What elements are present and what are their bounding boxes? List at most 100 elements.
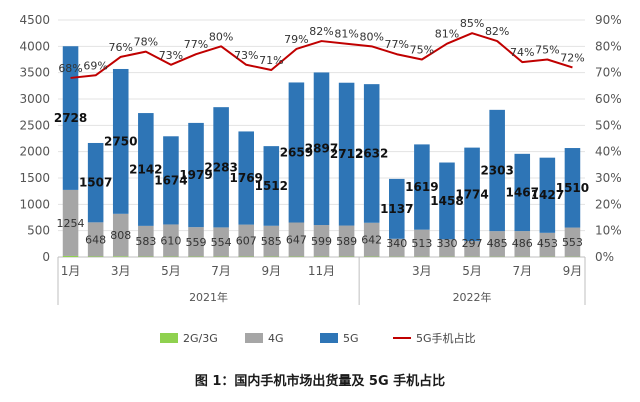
5g-data-label: 1979 [179, 168, 212, 182]
4g-data-label: 486 [512, 237, 533, 250]
share-data-label: 75% [535, 44, 559, 57]
share-data-label: 73% [234, 49, 258, 62]
legend-label: 5G [343, 332, 359, 345]
bar-4g-segment [389, 238, 405, 257]
4g-data-label: 583 [135, 235, 156, 248]
4g-data-label: 553 [562, 236, 583, 249]
y-tick-label-left: 500 [27, 224, 50, 238]
bar-5g-segment [188, 122, 204, 228]
bar-4g-segment [62, 189, 79, 256]
legend: 2G/3G 4G 5G 5G手机占比 [160, 331, 476, 345]
legend-swatch [245, 333, 263, 343]
legend-swatch [160, 333, 178, 343]
bar-5g-segment [288, 82, 305, 223]
bar-5g-segment [213, 107, 229, 228]
4g-data-label: 559 [186, 236, 207, 249]
4g-data-label: 642 [361, 234, 382, 247]
year-label: 2022年 [453, 290, 492, 304]
x-tick-label: 9月 [261, 264, 281, 278]
share-data-label: 72% [560, 51, 584, 64]
y-tick-label-left: 4500 [19, 13, 50, 27]
5g-data-label: 2897 [305, 142, 338, 156]
share-data-label: 77% [385, 38, 409, 51]
x-tick-label: 1月 [61, 264, 81, 278]
x-tick-label: 3月 [412, 264, 432, 278]
bar-2g3g-segment [87, 256, 104, 257]
share-data-label: 77% [184, 38, 208, 51]
bar-5g-segment [363, 84, 380, 223]
bar-2g3g-segment [112, 256, 129, 257]
4g-data-label: 808 [110, 229, 131, 242]
5g-data-label: 1512 [255, 179, 288, 193]
bar-4g-segment [564, 227, 581, 257]
bar-4g-segment [163, 224, 179, 257]
5g-data-label: 1427 [531, 188, 564, 202]
5g-data-label: 2659 [280, 145, 313, 159]
bar-5g-segment [338, 82, 355, 226]
bar-4g-segment [363, 222, 380, 257]
share-data-label: 82% [309, 25, 333, 38]
5g-data-label: 2712 [330, 147, 363, 161]
share-data-label: 76% [109, 41, 133, 54]
bar-5g-segment [539, 157, 556, 233]
bar-5g-segment [564, 148, 581, 228]
bar-5g-segment [87, 142, 104, 223]
share-data-label: 74% [510, 46, 534, 59]
bar-5g-segment [238, 131, 254, 225]
y-tick-label-right: 20% [595, 197, 622, 211]
left-axis-ticks: 0 500 1000 1500 2000 2500 3000 3500 4000 4500 [19, 13, 50, 264]
4g-data-label: 599 [311, 235, 332, 248]
y-tick-label-left: 1500 [19, 171, 50, 185]
share-data-label: 71% [259, 54, 283, 67]
share-line-path [70, 32, 573, 79]
bar-5g-segment [514, 153, 531, 232]
x-tick-label: 5月 [161, 264, 181, 278]
x-tick-label: 5月 [462, 264, 482, 278]
5g-data-label: 1774 [455, 187, 488, 201]
5g-data-label: 1674 [154, 173, 187, 187]
4g-data-label: 453 [537, 237, 558, 250]
bar-5g-segment [489, 109, 505, 232]
4g-data-label: 513 [411, 237, 432, 250]
bar-4g-segment [87, 222, 104, 257]
4g-data-label: 589 [336, 235, 357, 248]
bar-4g-segment [112, 213, 129, 257]
bar-5g-segment [163, 136, 179, 225]
y-tick-label-left: 0 [42, 250, 50, 264]
y-tick-label-right: 10% [595, 224, 622, 238]
bar-5g-segment [414, 144, 430, 230]
y-tick-label-right: 0% [595, 250, 614, 264]
x-axis: 1月 3月 5月 7月 9月 11月 3月 5月 7月 9月 2021年 2022年 [57, 257, 586, 305]
bar-4g-segment [288, 222, 305, 257]
y-tick-label-right: 70% [595, 66, 622, 80]
share-data-label: 80% [359, 30, 383, 43]
bar-4g-segment [263, 225, 280, 257]
figure-caption: 图 1：国内手机市场出货量及 5G 手机占比 [194, 374, 446, 389]
4g-data-label: 585 [261, 235, 282, 248]
5g-data-label: 1619 [405, 180, 438, 194]
legend-label: 5G手机占比 [416, 331, 476, 345]
bar-4g-segment [414, 229, 430, 257]
share-data-label: 81% [334, 28, 358, 41]
y-tick-label-left: 4000 [19, 39, 50, 53]
bar-4g-segment [138, 225, 154, 257]
share-data-label: 78% [134, 36, 158, 49]
bar-4g-segment [338, 225, 355, 257]
bar-5g-segment [112, 68, 129, 214]
4g-data-label: 610 [160, 235, 181, 248]
5g-data-label: 1467 [506, 185, 539, 199]
y-tick-label-left: 2000 [19, 145, 50, 159]
bar-5g-segment [464, 147, 480, 242]
5g-data-label: 2632 [355, 146, 388, 160]
legend-label: 2G/3G [183, 332, 218, 345]
bar-4g-segment [539, 232, 556, 257]
bar-4g-segment [464, 241, 480, 257]
x-tick-label: 7月 [211, 264, 231, 278]
y-tick-label-right: 60% [595, 92, 622, 106]
4g-data-label: 648 [85, 233, 106, 246]
bar-4g-segment [238, 224, 254, 257]
bar-5g-segment [263, 146, 280, 226]
4g-data-label: 297 [462, 237, 483, 250]
share-data-label: 79% [284, 33, 308, 46]
